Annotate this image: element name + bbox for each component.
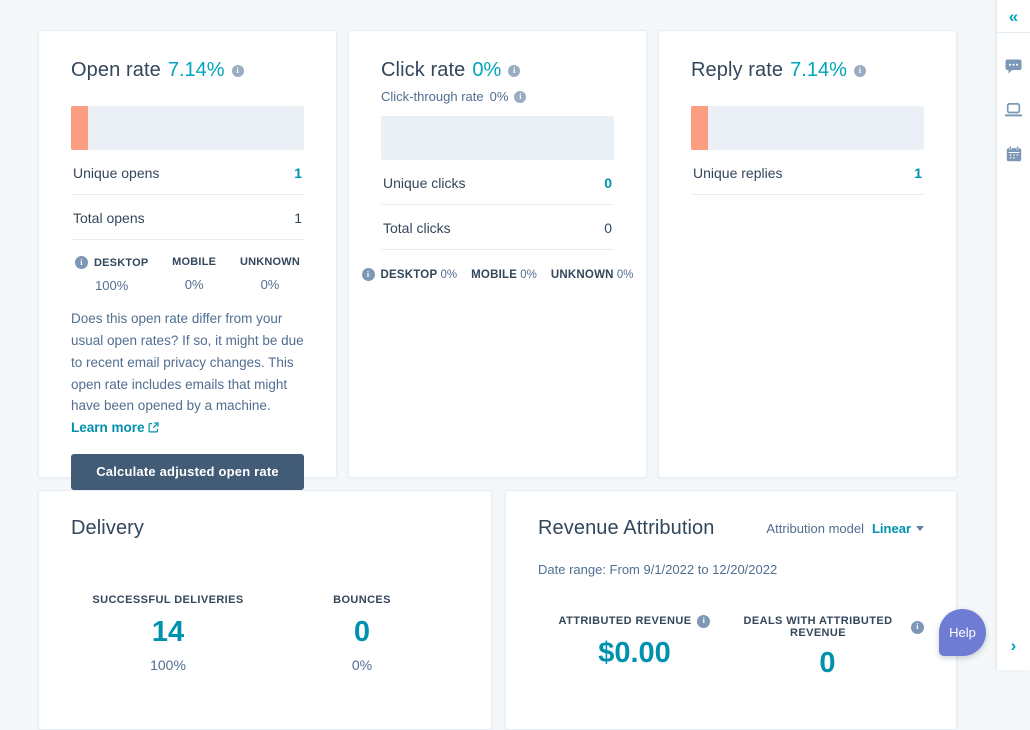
revenue-attribution-card: Revenue Attribution Attribution model Li… bbox=[505, 490, 957, 730]
click-through-rate-label: Click-through rate bbox=[381, 89, 484, 104]
device-desktop: DESKTOP 0% bbox=[380, 268, 458, 281]
reply-rate-value: 7.14% bbox=[790, 59, 847, 81]
successful-deliveries-percent: 100% bbox=[150, 657, 186, 673]
date-range-text: Date range: From 9/1/2022 to 12/20/2022 bbox=[538, 562, 778, 577]
info-icon[interactable] bbox=[853, 64, 866, 77]
click-rate-progress-bar bbox=[381, 116, 614, 160]
reply-rate-progress-bar bbox=[691, 106, 924, 150]
attributed-revenue-value: $0.00 bbox=[598, 637, 671, 669]
collapse-sidebar-button[interactable]: « bbox=[1008, 7, 1019, 26]
email-analytics-dashboard: { "cards": { "open_rate": { "title": "Op… bbox=[0, 0, 1030, 670]
device-desktop: DESKTOP 100% bbox=[75, 256, 148, 293]
open-rate-card: Open rate 7.14% Unique opens 1 Total ope… bbox=[38, 30, 337, 491]
deals-attributed-revenue-value: 0 bbox=[819, 647, 836, 679]
bounces-label: BOUNCES bbox=[333, 594, 391, 606]
unique-opens-row: Unique opens 1 bbox=[71, 150, 304, 195]
laptop-icon[interactable] bbox=[1005, 103, 1022, 117]
unique-replies-value: 1 bbox=[914, 165, 922, 181]
device-unknown-label: UNKNOWN bbox=[239, 256, 300, 268]
successful-deliveries-stat: SUCCESSFUL DELIVERIES 14 100% bbox=[71, 590, 265, 673]
attribution-model-label: Attribution model bbox=[766, 521, 864, 536]
click-through-rate: Click-through rate 0% bbox=[381, 89, 614, 104]
external-link-icon bbox=[148, 422, 159, 433]
unique-opens-label: Unique opens bbox=[73, 165, 160, 181]
info-icon[interactable] bbox=[911, 620, 924, 634]
deals-attributed-revenue-label: DEALS WITH ATTRIBUTED REVENUE bbox=[731, 615, 924, 639]
click-device-breakdown: DESKTOP 0% MOBILE 0% UNKNOWN 0% bbox=[361, 268, 633, 281]
open-rate-progress-bar bbox=[71, 106, 304, 150]
total-opens-row: Total opens 1 bbox=[71, 195, 304, 240]
attribution-model: Attribution model Linear bbox=[766, 521, 924, 536]
expand-panel-button[interactable]: › bbox=[1010, 636, 1017, 655]
click-rate-value: 0% bbox=[472, 59, 502, 81]
delivery-stats: SUCCESSFUL DELIVERIES 14 100% BOUNCES 0 … bbox=[71, 590, 459, 673]
click-rate-card: Click rate 0% Click-through rate 0% Uniq… bbox=[348, 30, 647, 478]
total-clicks-value: 0 bbox=[604, 220, 612, 236]
device-mobile-value: 0% bbox=[184, 277, 204, 292]
total-opens-label: Total opens bbox=[73, 210, 145, 226]
open-rate-value: 7.14% bbox=[167, 59, 225, 81]
help-button[interactable]: Help bbox=[939, 609, 986, 656]
total-clicks-row: Total clicks 0 bbox=[381, 205, 614, 250]
calculate-adjusted-open-rate-button[interactable]: Calculate adjusted open rate bbox=[71, 454, 304, 491]
total-opens-value: 1 bbox=[294, 210, 302, 226]
calendar-icon[interactable] bbox=[1006, 146, 1022, 162]
device-unknown: UNKNOWN 0% bbox=[550, 268, 634, 281]
right-sidebar: « › bbox=[996, 0, 1030, 670]
revenue-attribution-title: Revenue Attribution bbox=[538, 517, 715, 539]
attributed-revenue-stat: ATTRIBUTED REVENUE $0.00 bbox=[538, 611, 731, 680]
delivery-title: Delivery bbox=[71, 517, 145, 539]
unique-clicks-row: Unique clicks 0 bbox=[381, 160, 614, 205]
sidebar-divider bbox=[997, 32, 1030, 33]
info-icon[interactable] bbox=[508, 64, 521, 77]
chevron-down-icon bbox=[916, 526, 924, 531]
click-rate-title: Click rate bbox=[381, 59, 466, 81]
comments-icon[interactable] bbox=[1005, 59, 1022, 74]
reply-rate-card: Reply rate 7.14% Unique replies 1 bbox=[658, 30, 957, 478]
device-mobile-label: MOBILE bbox=[172, 256, 217, 268]
open-rate-title: Open rate bbox=[71, 59, 161, 81]
unique-clicks-value: 0 bbox=[604, 175, 612, 191]
bounces-percent: 0% bbox=[351, 657, 373, 673]
unique-opens-value: 1 bbox=[294, 165, 302, 181]
open-rate-note-text: Does this open rate differ from your usu… bbox=[71, 311, 304, 414]
successful-deliveries-label: SUCCESSFUL DELIVERIES bbox=[92, 594, 244, 606]
delivery-card: Delivery SUCCESSFUL DELIVERIES 14 100% B… bbox=[38, 490, 492, 730]
open-rate-note: Does this open rate differ from your usu… bbox=[71, 308, 304, 439]
open-device-breakdown: DESKTOP 100% MOBILE 0% UNKNOWN 0% bbox=[71, 256, 304, 293]
attributed-revenue-label: ATTRIBUTED REVENUE bbox=[559, 614, 711, 628]
help-button-label: Help bbox=[949, 625, 976, 640]
bounces-stat: BOUNCES 0 0% bbox=[265, 590, 459, 673]
device-mobile: MOBILE 0% bbox=[471, 268, 537, 281]
info-icon[interactable] bbox=[697, 614, 711, 628]
click-through-rate-value: 0% bbox=[489, 89, 509, 104]
device-mobile: MOBILE 0% bbox=[172, 256, 216, 293]
device-desktop-value: 100% bbox=[95, 278, 129, 293]
attribution-model-dropdown[interactable]: Linear bbox=[872, 521, 924, 536]
device-unknown-value: 0% bbox=[260, 277, 280, 292]
learn-more-link[interactable]: Learn more bbox=[71, 420, 159, 435]
unique-replies-label: Unique replies bbox=[693, 165, 783, 181]
device-unknown: UNKNOWN 0% bbox=[240, 256, 300, 293]
info-icon[interactable] bbox=[361, 268, 375, 281]
reply-rate-title: Reply rate bbox=[691, 59, 784, 81]
unique-clicks-label: Unique clicks bbox=[383, 175, 466, 191]
open-rate-progress-fill bbox=[71, 106, 88, 150]
info-icon[interactable] bbox=[231, 64, 244, 77]
reply-rate-progress-fill bbox=[691, 106, 708, 150]
unique-replies-row: Unique replies 1 bbox=[691, 150, 924, 195]
device-desktop-label: DESKTOP bbox=[94, 256, 149, 269]
info-icon[interactable] bbox=[75, 256, 88, 269]
total-clicks-label: Total clicks bbox=[383, 220, 451, 236]
bounces-value: 0 bbox=[353, 616, 371, 648]
info-icon[interactable] bbox=[514, 90, 527, 103]
successful-deliveries-value: 14 bbox=[151, 616, 185, 648]
